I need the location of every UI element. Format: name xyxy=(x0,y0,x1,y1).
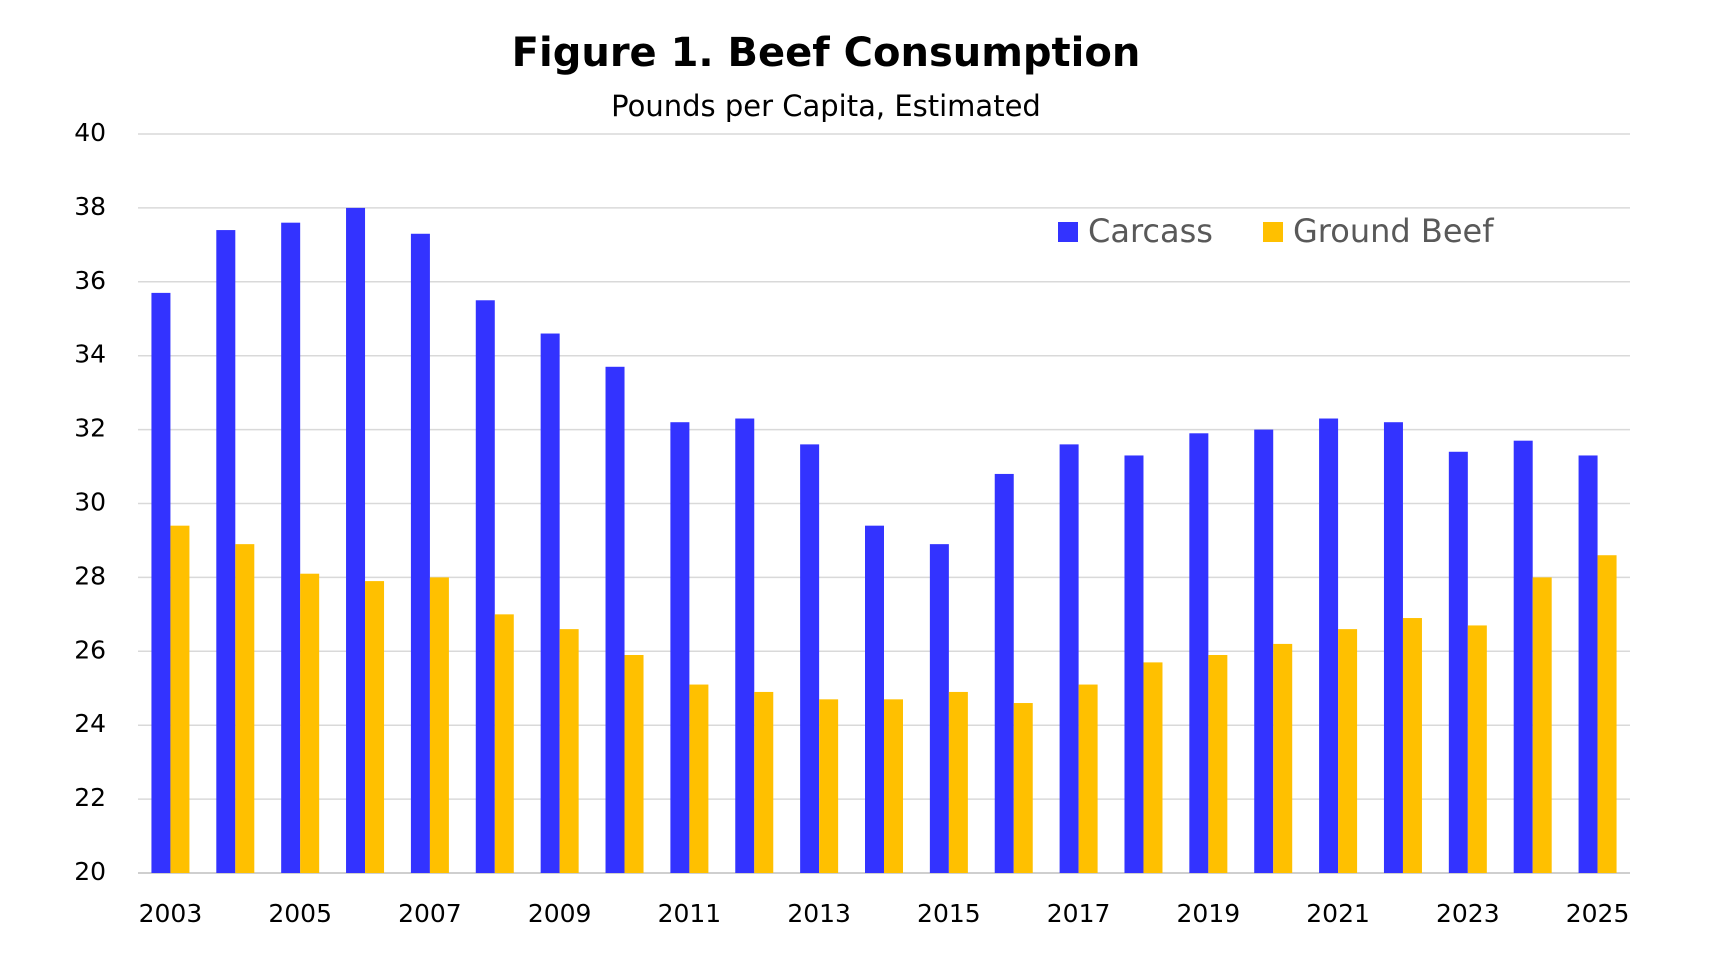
bar xyxy=(365,581,385,873)
bar xyxy=(1532,577,1552,873)
bar xyxy=(300,573,320,873)
y-tick-label: 24 xyxy=(74,709,106,738)
bar xyxy=(689,684,709,873)
legend-swatch xyxy=(1058,222,1078,242)
y-tick-label: 34 xyxy=(74,340,106,369)
x-tick-label: 2011 xyxy=(658,899,722,928)
y-tick-label: 20 xyxy=(74,857,106,886)
bar xyxy=(1208,654,1228,873)
bar xyxy=(216,230,236,873)
bar xyxy=(624,654,644,873)
y-tick-label: 38 xyxy=(74,192,106,221)
bar xyxy=(1254,429,1274,873)
bar xyxy=(235,544,255,873)
bar xyxy=(1597,555,1617,873)
bar xyxy=(281,222,301,873)
bar xyxy=(170,525,190,873)
bar xyxy=(819,699,839,873)
bar xyxy=(605,366,625,873)
bar xyxy=(948,691,968,873)
x-tick-label: 2005 xyxy=(268,899,332,928)
bar xyxy=(1124,455,1144,873)
y-tick-label: 30 xyxy=(74,488,106,517)
y-tick-label: 36 xyxy=(74,266,106,295)
bar xyxy=(1338,629,1358,873)
bar xyxy=(865,525,884,873)
bar xyxy=(1273,643,1293,873)
x-tick-label: 2003 xyxy=(139,899,203,928)
bar xyxy=(994,473,1014,873)
x-tick-label: 2017 xyxy=(1047,899,1111,928)
bar xyxy=(735,418,755,873)
bar xyxy=(1189,433,1209,873)
bar xyxy=(475,300,495,873)
x-tick-label: 2023 xyxy=(1436,899,1500,928)
bar xyxy=(1143,662,1163,873)
bar xyxy=(151,292,171,873)
bar xyxy=(670,422,690,873)
bar xyxy=(559,629,579,873)
bar xyxy=(540,333,560,873)
bar xyxy=(1059,444,1079,873)
bar xyxy=(1513,440,1533,873)
bar xyxy=(429,577,449,873)
bar xyxy=(410,233,430,873)
bar xyxy=(346,207,366,873)
bar xyxy=(1467,625,1487,873)
y-tick-label: 26 xyxy=(74,635,106,664)
x-tick-label: 2019 xyxy=(1177,899,1241,928)
bar xyxy=(1402,618,1422,873)
bar xyxy=(754,691,774,873)
bar xyxy=(1078,684,1098,873)
bar xyxy=(1319,418,1339,873)
bar xyxy=(800,444,820,873)
chart-title: Figure 1. Beef Consumption xyxy=(512,30,1141,76)
bar xyxy=(929,544,949,873)
x-tick-label: 2015 xyxy=(917,899,981,928)
y-tick-label: 28 xyxy=(74,561,106,590)
y-tick-label: 40 xyxy=(74,118,106,147)
y-tick-label: 32 xyxy=(74,414,106,443)
x-tick-label: 2007 xyxy=(398,899,462,928)
y-tick-label: 22 xyxy=(74,783,106,812)
bar xyxy=(884,699,903,873)
legend-swatch xyxy=(1263,222,1283,242)
legend-label: Carcass xyxy=(1088,212,1213,250)
x-tick-label: 2013 xyxy=(787,899,851,928)
bar xyxy=(1383,422,1403,873)
bar xyxy=(1578,455,1598,873)
x-tick-label: 2009 xyxy=(528,899,592,928)
bar xyxy=(494,614,514,873)
x-tick-label: 2021 xyxy=(1306,899,1370,928)
bar xyxy=(1448,451,1468,873)
bar xyxy=(1013,703,1033,873)
x-tick-label: 2025 xyxy=(1566,899,1630,928)
legend-label: Ground Beef xyxy=(1293,212,1494,250)
chart-subtitle: Pounds per Capita, Estimated xyxy=(611,89,1041,123)
